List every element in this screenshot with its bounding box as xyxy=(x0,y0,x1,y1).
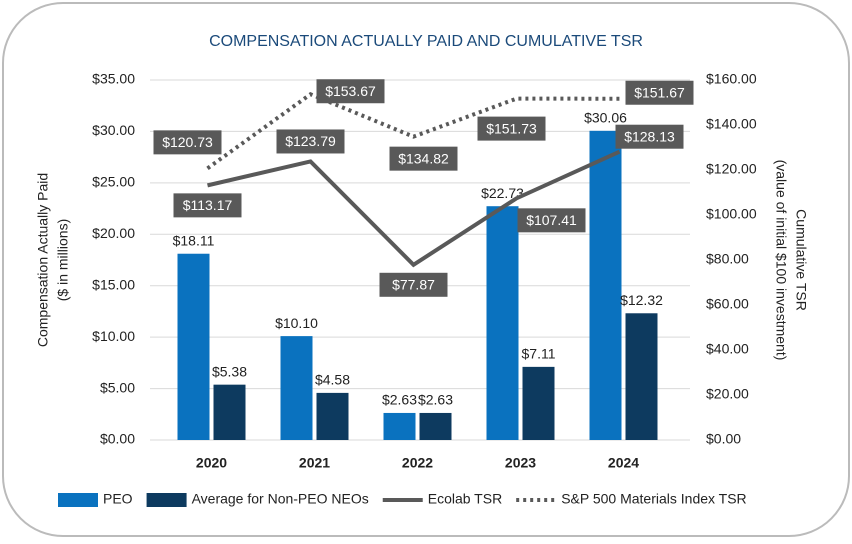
y2-tick-label: $160.00 xyxy=(706,71,757,87)
legend-label: PEO xyxy=(103,491,133,507)
y-tick-label: $15.00 xyxy=(92,276,135,292)
line xyxy=(207,149,621,268)
legend-label: Average for Non-PEO NEOs xyxy=(192,491,369,507)
bar xyxy=(213,384,246,440)
data-label: $4.58 xyxy=(315,372,350,388)
y-tick-label: $35.00 xyxy=(92,71,135,87)
y2-tick-label: $80.00 xyxy=(706,251,749,267)
data-label-box xyxy=(389,146,458,171)
x-tick-label: 2022 xyxy=(402,455,433,471)
data-label: $10.10 xyxy=(275,315,318,331)
data-label: $151.67 xyxy=(634,84,685,100)
data-label: $107.41 xyxy=(526,212,577,228)
data-label-box xyxy=(153,130,222,155)
data-label-box xyxy=(477,116,546,141)
x-tick-label: 2024 xyxy=(608,455,639,471)
bar xyxy=(316,392,349,440)
data-label-box xyxy=(625,80,694,105)
y-tick-label: $0.00 xyxy=(100,431,135,447)
data-label-box xyxy=(517,208,586,233)
legend-label: S&P 500 Materials Index TSR xyxy=(561,491,746,507)
data-label: $5.38 xyxy=(212,363,247,379)
legend-label: Ecolab TSR xyxy=(428,491,502,507)
data-label: $123.79 xyxy=(285,133,336,149)
y2-tick-label: $60.00 xyxy=(706,296,749,312)
y-axis-title: Compensation Actually Paid xyxy=(35,173,51,347)
y-tick-label: $30.00 xyxy=(92,122,135,138)
data-label: $2.63 xyxy=(382,392,417,408)
data-label: $7.11 xyxy=(522,346,556,362)
data-label: $12.32 xyxy=(620,292,663,308)
y-tick-label: $5.00 xyxy=(100,379,135,395)
y2-tick-label: $120.00 xyxy=(706,161,757,177)
data-label: $128.13 xyxy=(624,128,675,144)
data-label: $120.73 xyxy=(162,134,213,150)
bar xyxy=(177,253,210,440)
data-label-box xyxy=(173,193,242,218)
bar xyxy=(280,336,313,440)
data-label-box xyxy=(379,272,448,297)
bar xyxy=(522,366,555,440)
data-label: $18.11 xyxy=(173,232,215,248)
y2-axis-title: (value of initial $100 investment) xyxy=(773,160,789,361)
data-label: $77.87 xyxy=(392,276,435,292)
data-label: $153.67 xyxy=(325,83,376,99)
bar xyxy=(589,130,622,440)
legend-swatch xyxy=(58,493,98,507)
data-label-box xyxy=(316,79,385,104)
y2-tick-label: $40.00 xyxy=(706,341,749,357)
chart-title: COMPENSATION ACTUALLY PAID AND CUMULATIV… xyxy=(209,33,643,50)
x-tick-label: 2021 xyxy=(299,455,330,471)
data-label: $2.63 xyxy=(418,392,453,408)
bar xyxy=(625,313,658,440)
y-tick-label: $10.00 xyxy=(92,328,135,344)
y2-tick-label: $20.00 xyxy=(706,386,749,402)
data-label-box xyxy=(276,129,345,154)
y2-tick-label: $0.00 xyxy=(706,431,741,447)
line xyxy=(206,91,620,170)
y2-tick-label: $140.00 xyxy=(706,116,757,132)
data-label-box xyxy=(615,124,684,149)
data-label: $134.82 xyxy=(398,150,449,166)
data-label: $113.17 xyxy=(183,197,233,213)
y-tick-label: $20.00 xyxy=(92,225,135,241)
data-label: $151.73 xyxy=(486,120,537,136)
y2-axis-title: Cumulative TSR xyxy=(793,209,809,311)
x-tick-label: 2020 xyxy=(196,455,227,471)
bar xyxy=(383,412,416,440)
data-label: $30.06 xyxy=(584,110,627,126)
bar xyxy=(419,412,452,440)
legend-swatch xyxy=(146,493,187,507)
y2-tick-label: $100.00 xyxy=(706,206,757,222)
y-tick-label: $25.00 xyxy=(92,174,135,190)
bar xyxy=(486,206,519,440)
y-axis-title: ($ in millions) xyxy=(55,219,71,301)
x-tick-label: 2023 xyxy=(505,455,536,471)
data-label: $22.73 xyxy=(481,185,524,201)
